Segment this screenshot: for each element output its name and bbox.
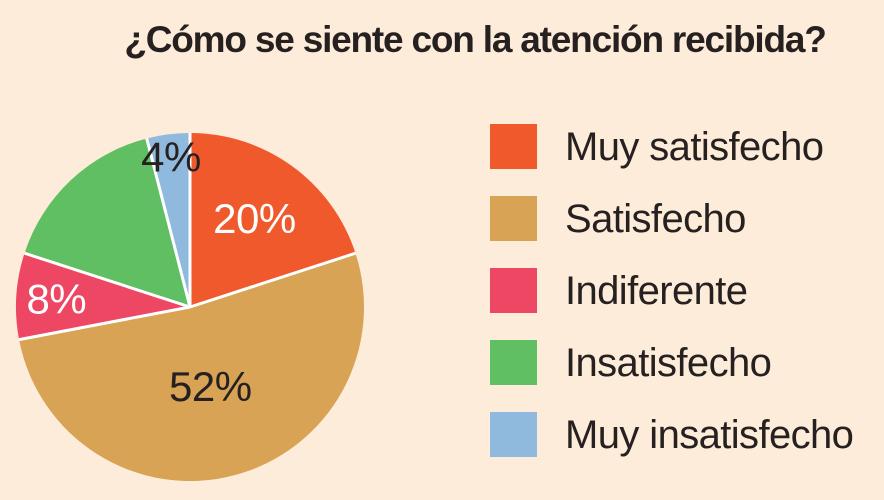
- pie-slice-indiferente: [16, 253, 191, 340]
- chart-title: ¿Cómo se siente con la atención recibida…: [124, 19, 826, 60]
- legend-swatch-muy-satisfecho: [490, 124, 537, 169]
- slice-divider: [24, 251, 191, 309]
- slice-divider: [145, 138, 192, 308]
- pie-slice-insatisfecho: [24, 138, 190, 307]
- pie-slice-pct-label: 52%: [169, 363, 252, 410]
- legend-item: Satisfecho: [490, 196, 853, 241]
- pie-chart: 20% 52% 8% 4%: [16, 133, 365, 482]
- legend-label: Insatisfecho: [565, 340, 772, 385]
- legend-label: Muy insatisfecho: [565, 412, 854, 457]
- legend-swatch-indiferente: [490, 268, 537, 313]
- pie-slice-pct-label: 8%: [26, 275, 86, 322]
- pie-slice-satisfecho: [19, 253, 365, 482]
- legend-item: Muy insatisfecho: [490, 412, 854, 457]
- legend-item: Indiferente: [490, 268, 853, 313]
- legend-item: Muy satisfecho: [490, 124, 853, 169]
- legend-label: Indiferente: [565, 268, 748, 313]
- slice-divider: [189, 251, 356, 309]
- legend-swatch-muy-insatisfecho: [490, 412, 537, 457]
- legend-label: Muy satisfecho: [565, 124, 824, 169]
- pie-slice-pct-label: 4%: [141, 134, 201, 181]
- legend: Muy satisfecho Satisfecho Indiferente In…: [490, 124, 854, 484]
- slice-divider: [18, 305, 191, 342]
- pie-slice-muy-satisfecho: [190, 133, 356, 307]
- legend-swatch-insatisfecho: [490, 340, 537, 385]
- legend-item: Insatisfecho: [490, 340, 853, 385]
- legend-label: Satisfecho: [565, 196, 746, 241]
- legend-swatch-satisfecho: [490, 196, 537, 241]
- pie-slice-pct-label: 20%: [213, 195, 296, 242]
